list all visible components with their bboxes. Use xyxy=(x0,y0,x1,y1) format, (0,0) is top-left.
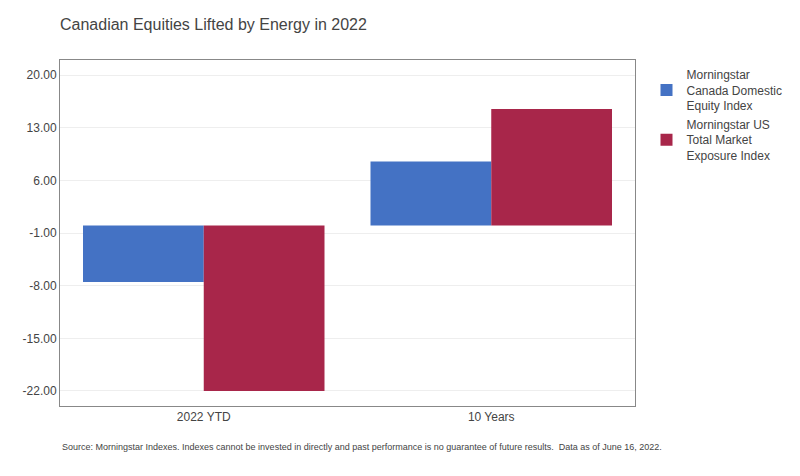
svg-text:Canadian Equities Lifted by En: Canadian Equities Lifted by Energy in 20… xyxy=(60,16,367,33)
svg-text:10 Years: 10 Years xyxy=(468,410,515,424)
svg-text:6.00: 6.00 xyxy=(33,174,57,188)
svg-text:-22.00: -22.00 xyxy=(23,384,57,398)
svg-text:-15.00: -15.00 xyxy=(23,332,57,346)
svg-text:Source: Morningstar Indexes. I: Source: Morningstar Indexes. Indexes can… xyxy=(62,442,662,452)
svg-text:20.00: 20.00 xyxy=(27,68,57,82)
svg-text:Morningstar USTotal MarketExpo: Morningstar USTotal MarketExposure Index xyxy=(687,118,770,163)
svg-text:13.00: 13.00 xyxy=(27,121,57,135)
svg-text:-1.00: -1.00 xyxy=(29,226,57,240)
svg-text:2022 YTD: 2022 YTD xyxy=(177,410,231,424)
svg-text:MorningstarCanada DomesticEqui: MorningstarCanada DomesticEquity Index xyxy=(687,68,782,113)
svg-text:-8.00: -8.00 xyxy=(29,279,57,293)
